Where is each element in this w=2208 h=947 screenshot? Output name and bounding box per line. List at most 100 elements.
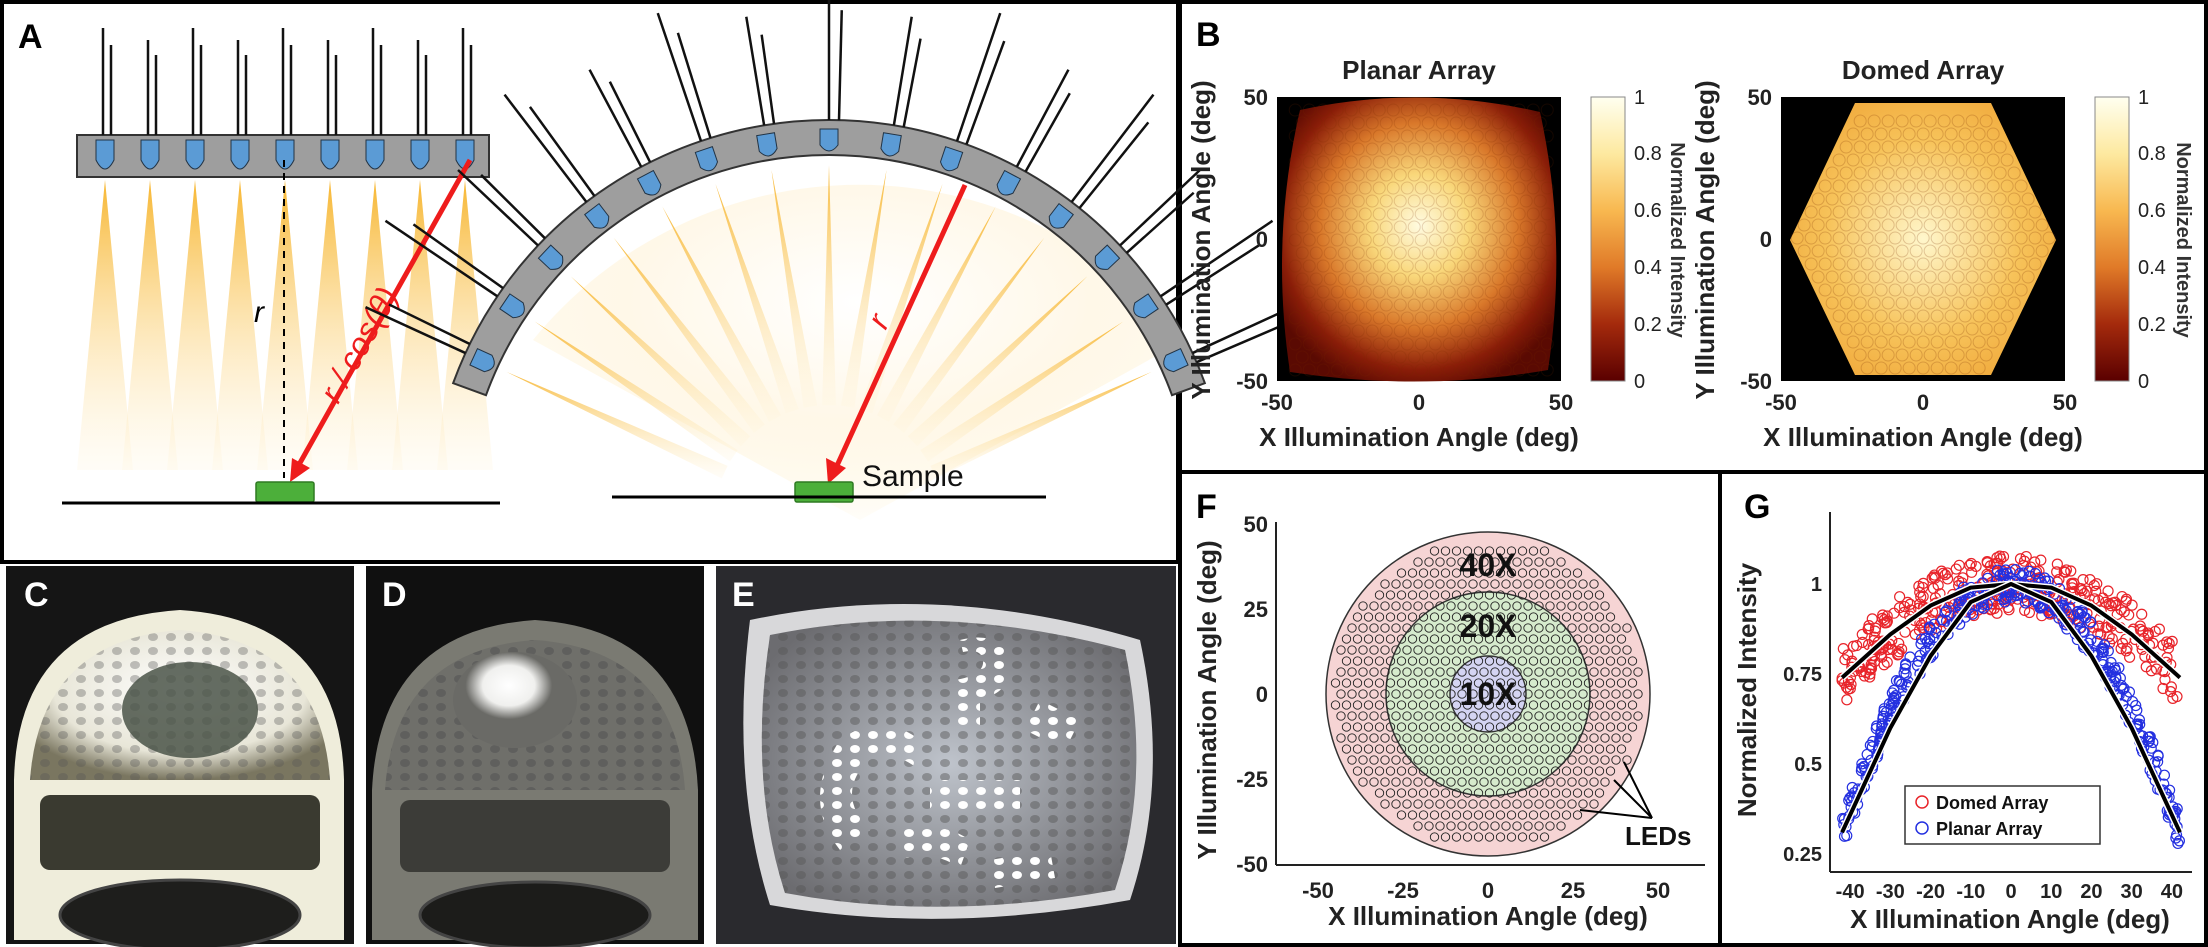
light-beam [907,276,1088,447]
led-position [1418,612,1429,622]
light-beam [893,237,1045,433]
led-position [1567,755,1577,765]
led [365,139,385,170]
led-position [1457,667,1467,677]
led-position [1528,810,1539,820]
hex-cell [1923,218,1937,232]
hex-cell [1358,363,1372,377]
led-position [1616,700,1627,710]
led-position [1556,755,1566,765]
led-position [1589,777,1599,787]
hex-cell [1902,205,1916,219]
led [694,146,719,172]
led-position [1374,744,1385,754]
led-position [1435,711,1445,721]
hex-cell [1414,285,1428,299]
led-position [1407,766,1418,776]
hex-cell [1902,231,1916,245]
hex-cell [1330,337,1344,351]
domed-point [1997,550,2010,563]
led-position [1468,557,1478,567]
led-position [1539,810,1550,820]
hex-cell [1463,272,1477,286]
light-beam [930,371,1152,479]
hex-cell [1470,181,1484,195]
hex-cell [1463,324,1477,338]
planar-point [2102,645,2114,657]
led-position [1413,777,1423,787]
led-position [1385,788,1396,798]
led-position [1451,788,1462,798]
hex-cell [2021,218,2035,232]
hex-cell [1470,129,1484,143]
hex-cell [1930,179,1944,193]
hex-cell [1965,270,1979,284]
hex-cell [1407,220,1421,234]
planar-point [1953,598,1965,611]
led-position [1523,623,1533,633]
hex-cell [1393,350,1407,364]
hex-cell [1302,155,1316,169]
led-position [1424,799,1434,809]
led [185,139,205,170]
light-beam [859,183,943,414]
led-position [1407,634,1418,644]
led-position [1572,634,1583,644]
led-position [1413,645,1423,655]
light-beam [570,276,751,447]
led-position [1567,777,1577,787]
led-position [1583,788,1594,798]
hex-cell [1400,233,1414,247]
led-position [1330,700,1341,710]
hex-cell [1930,205,1944,219]
planar-point [1899,659,1912,671]
hex-cell [1860,257,1874,271]
domed-light-beams [506,165,1152,479]
led-position [1539,744,1550,754]
hex-cell [1909,244,1923,258]
hex-cell [1902,127,1916,141]
panel-e-photo: E [716,566,1176,944]
led-position [1391,777,1401,787]
led [1163,347,1189,373]
led-position [1633,711,1643,721]
hex-cell [1477,168,1491,182]
hex-cell [1832,257,1846,271]
legend-marker-domed [1915,795,1929,809]
led-position [1468,711,1478,721]
led-position [1594,634,1605,644]
hex-cell [1463,350,1477,364]
led-position [1479,755,1489,765]
hex-cell [1442,207,1456,221]
light-beam [506,371,728,479]
y-tick: 50 [1244,512,1268,537]
planar-point [1890,690,1902,702]
hex-cell [1881,166,1895,180]
led-position [1605,744,1616,754]
led-position [1413,557,1423,567]
f-ylabel: Y Illumination Angle (deg) [1192,540,1222,859]
hex-cell [1449,246,1463,260]
sample-label: Sample [862,460,964,493]
led-position [1605,722,1616,732]
led-position [1440,766,1451,776]
domed-point [2134,620,2146,632]
x-tick: 0 [2005,881,2016,903]
legend-box [1904,785,2101,845]
hex-cell [1853,140,1867,154]
led-position [1429,634,1440,644]
x-tick: 10 [2040,881,2062,903]
hex-cell [1442,155,1456,169]
hex-cell [1337,350,1351,364]
hex-cell [1519,350,1533,364]
hex-cell [1400,259,1414,273]
led-position [1583,744,1594,754]
hex-cell [1979,218,1993,232]
domed-point [1926,572,1938,584]
hex-cell [1965,322,1979,336]
led-position [1539,634,1550,644]
hex-cell [1414,103,1428,117]
hex-cell [1979,244,1993,258]
hex-cell [1979,270,1993,284]
led-position [1369,601,1379,611]
